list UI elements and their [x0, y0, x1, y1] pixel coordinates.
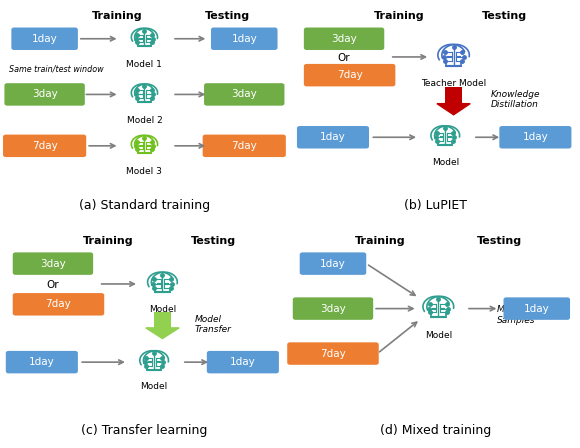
Text: 7day: 7day [46, 299, 71, 309]
Text: Model: Model [432, 158, 459, 167]
Text: 7day: 7day [337, 70, 362, 80]
FancyBboxPatch shape [287, 342, 379, 365]
FancyBboxPatch shape [5, 83, 85, 106]
FancyBboxPatch shape [12, 27, 78, 50]
Text: Training: Training [83, 236, 134, 246]
Text: (c) Transfer learning: (c) Transfer learning [81, 424, 208, 437]
Text: Model 3: Model 3 [126, 167, 162, 176]
Text: Testing: Testing [477, 236, 522, 246]
FancyBboxPatch shape [6, 351, 78, 373]
Text: Or: Or [338, 53, 350, 63]
Text: Model: Model [140, 383, 168, 392]
Text: Model: Model [149, 306, 176, 314]
Polygon shape [146, 328, 179, 339]
Text: Model: Model [425, 331, 452, 340]
Text: Testing: Testing [483, 11, 527, 21]
Bar [154, 312, 171, 328]
Text: Training: Training [355, 236, 405, 246]
Text: 1day: 1day [231, 34, 257, 44]
Text: 7day: 7day [231, 141, 257, 151]
Text: 1day: 1day [523, 132, 548, 142]
FancyBboxPatch shape [297, 126, 369, 148]
Text: 1day: 1day [320, 132, 346, 142]
Text: Training: Training [374, 11, 425, 21]
Text: (d) Mixed training: (d) Mixed training [380, 424, 491, 437]
Text: 1day: 1day [230, 357, 256, 367]
Text: 7day: 7day [320, 349, 346, 358]
FancyBboxPatch shape [304, 27, 385, 50]
Text: 1day: 1day [29, 357, 55, 367]
FancyBboxPatch shape [300, 252, 366, 275]
Text: (b) LuPIET: (b) LuPIET [404, 199, 467, 212]
Text: Training: Training [92, 11, 142, 21]
Text: Teacher Model: Teacher Model [421, 79, 486, 88]
Text: Knowledge
Distillation: Knowledge Distillation [491, 90, 541, 109]
Text: 3day: 3day [40, 258, 66, 269]
Text: 3day: 3day [320, 304, 346, 314]
FancyBboxPatch shape [207, 351, 279, 373]
FancyBboxPatch shape [13, 252, 93, 275]
Text: 1day: 1day [32, 34, 57, 44]
Text: Testing: Testing [191, 236, 236, 246]
FancyBboxPatch shape [293, 297, 373, 320]
Text: Model 2: Model 2 [126, 116, 162, 125]
Text: 3day: 3day [231, 90, 257, 99]
Text: 1day: 1day [524, 304, 550, 314]
Text: Mixed
Samples: Mixed Samples [496, 306, 535, 325]
Text: 3day: 3day [32, 90, 57, 99]
Text: Model 1: Model 1 [126, 60, 162, 69]
FancyBboxPatch shape [499, 126, 571, 148]
FancyBboxPatch shape [304, 64, 396, 86]
Text: Model
Transfer: Model Transfer [194, 315, 231, 334]
Text: (a) Standard training: (a) Standard training [79, 199, 210, 212]
FancyBboxPatch shape [3, 134, 86, 157]
Text: 7day: 7day [32, 141, 57, 151]
FancyBboxPatch shape [13, 293, 104, 315]
FancyBboxPatch shape [503, 297, 570, 320]
Bar [445, 87, 462, 103]
FancyBboxPatch shape [202, 134, 286, 157]
Text: 1day: 1day [320, 258, 346, 269]
Text: Or: Or [46, 280, 59, 290]
FancyBboxPatch shape [204, 83, 284, 106]
Text: 3day: 3day [331, 34, 357, 44]
Polygon shape [437, 103, 470, 115]
FancyBboxPatch shape [211, 27, 277, 50]
Text: Testing: Testing [205, 11, 250, 21]
Text: Same train/test window: Same train/test window [9, 64, 103, 73]
